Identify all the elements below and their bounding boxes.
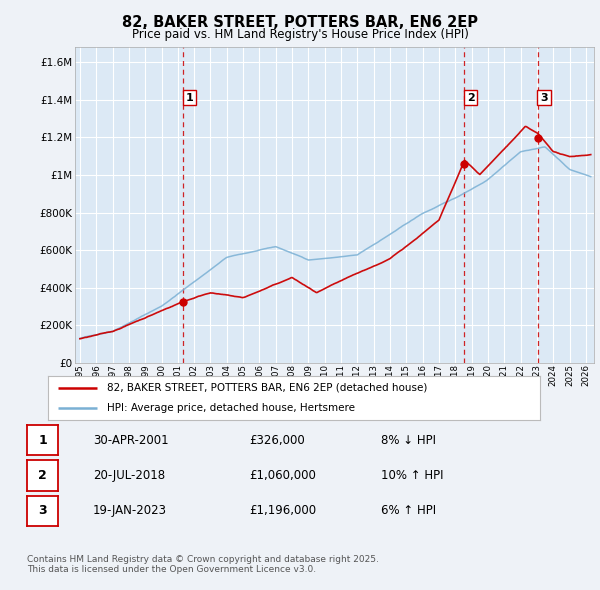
Text: 6% ↑ HPI: 6% ↑ HPI bbox=[381, 504, 436, 517]
Text: 82, BAKER STREET, POTTERS BAR, EN6 2EP (detached house): 82, BAKER STREET, POTTERS BAR, EN6 2EP (… bbox=[107, 383, 427, 393]
Text: 3: 3 bbox=[540, 93, 548, 103]
Text: 30-APR-2001: 30-APR-2001 bbox=[93, 434, 169, 447]
Text: 8% ↓ HPI: 8% ↓ HPI bbox=[381, 434, 436, 447]
Text: HPI: Average price, detached house, Hertsmere: HPI: Average price, detached house, Hert… bbox=[107, 403, 355, 413]
Text: 1: 1 bbox=[38, 434, 47, 447]
Text: 20-JUL-2018: 20-JUL-2018 bbox=[93, 469, 165, 482]
Text: 1: 1 bbox=[185, 93, 193, 103]
Text: Contains HM Land Registry data © Crown copyright and database right 2025.
This d: Contains HM Land Registry data © Crown c… bbox=[27, 555, 379, 574]
Text: £1,196,000: £1,196,000 bbox=[249, 504, 316, 517]
Text: Price paid vs. HM Land Registry's House Price Index (HPI): Price paid vs. HM Land Registry's House … bbox=[131, 28, 469, 41]
Text: £326,000: £326,000 bbox=[249, 434, 305, 447]
Text: 82, BAKER STREET, POTTERS BAR, EN6 2EP: 82, BAKER STREET, POTTERS BAR, EN6 2EP bbox=[122, 15, 478, 30]
Text: 2: 2 bbox=[38, 469, 47, 482]
Text: £1,060,000: £1,060,000 bbox=[249, 469, 316, 482]
Text: 2: 2 bbox=[467, 93, 475, 103]
Text: 3: 3 bbox=[38, 504, 47, 517]
Text: 19-JAN-2023: 19-JAN-2023 bbox=[93, 504, 167, 517]
Text: 10% ↑ HPI: 10% ↑ HPI bbox=[381, 469, 443, 482]
